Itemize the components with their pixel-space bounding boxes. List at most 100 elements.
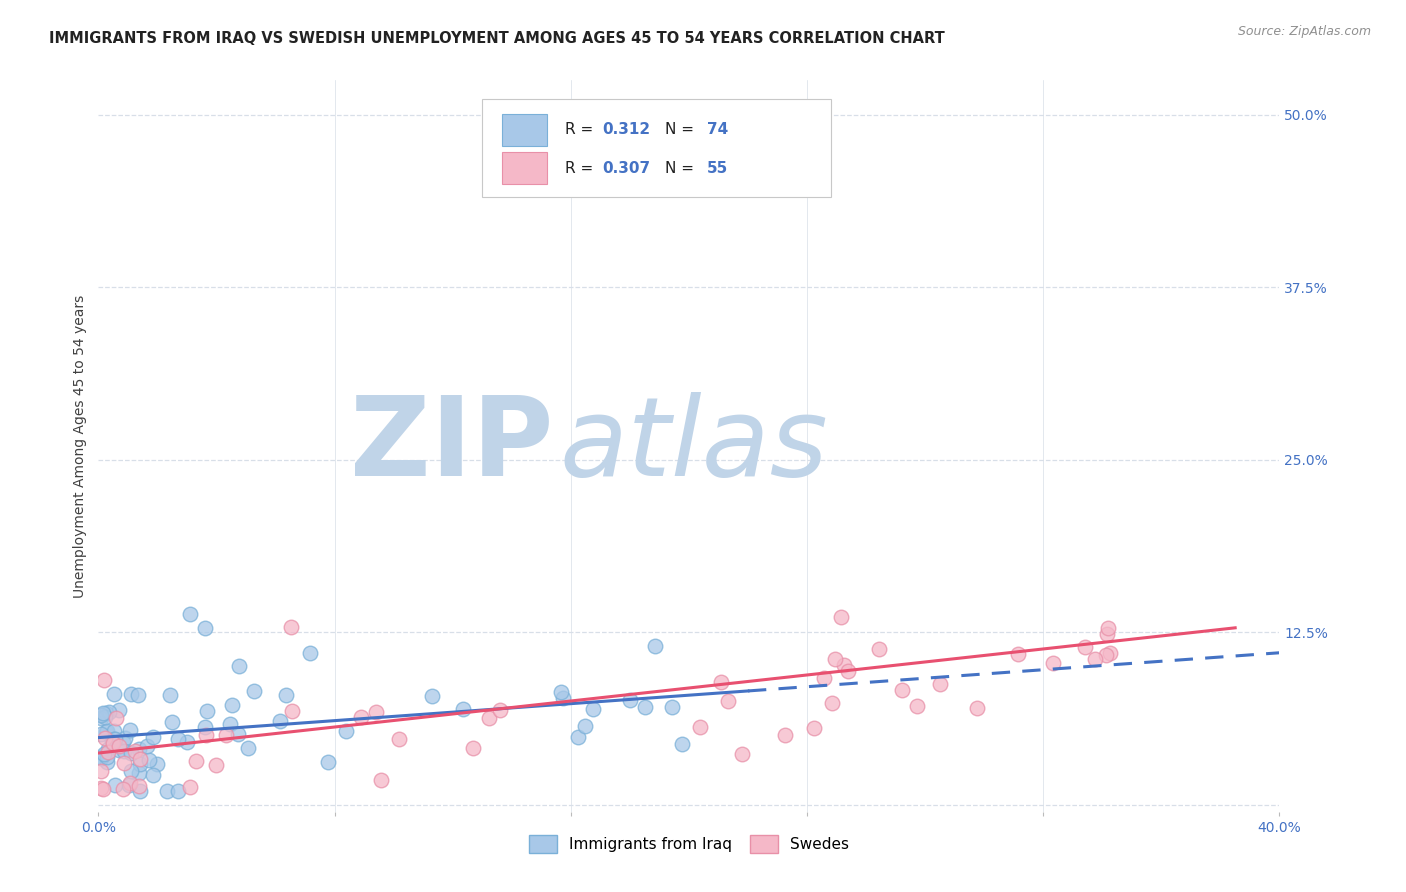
Point	[93, 747, 115, 762]
Point	[142, 768, 165, 782]
Point	[214, 728, 236, 742]
Point	[96, 724, 118, 739]
Point	[142, 730, 165, 744]
Point	[94, 731, 117, 745]
Point	[364, 705, 387, 719]
Text: 74: 74	[707, 122, 728, 137]
Point	[1095, 648, 1118, 662]
Point	[1007, 648, 1029, 662]
Point	[127, 688, 149, 702]
Point	[388, 732, 411, 747]
Point	[176, 735, 198, 749]
Point	[731, 747, 754, 761]
Point	[179, 780, 201, 794]
Point	[145, 757, 167, 772]
Point	[114, 731, 136, 745]
Text: IMMIGRANTS FROM IRAQ VS SWEDISH UNEMPLOYMENT AMONG AGES 45 TO 54 YEARS CORRELATI: IMMIGRANTS FROM IRAQ VS SWEDISH UNEMPLOY…	[49, 31, 945, 46]
Point	[155, 784, 177, 798]
Point	[335, 724, 357, 739]
Point	[129, 784, 152, 798]
Point	[830, 609, 852, 624]
Point	[166, 732, 188, 747]
Point	[350, 709, 373, 723]
Point	[96, 750, 118, 764]
Point	[94, 710, 117, 724]
Point	[90, 711, 112, 725]
Point	[120, 764, 142, 778]
Point	[316, 755, 339, 769]
Point	[90, 751, 112, 765]
Point	[128, 780, 150, 794]
Point	[966, 701, 988, 715]
Point	[194, 720, 217, 734]
Point	[1042, 656, 1064, 670]
Legend: Immigrants from Iraq, Swedes: Immigrants from Iraq, Swedes	[523, 829, 855, 859]
Point	[550, 685, 572, 699]
Point	[194, 621, 217, 635]
Point	[108, 703, 131, 717]
FancyBboxPatch shape	[502, 113, 547, 145]
Point	[582, 702, 605, 716]
Text: R =: R =	[565, 161, 598, 176]
Point	[96, 745, 118, 759]
Point	[710, 675, 733, 690]
Point	[120, 776, 142, 790]
Point	[644, 640, 666, 654]
Point	[118, 778, 141, 792]
Point	[94, 725, 117, 739]
Point	[104, 710, 127, 724]
Point	[166, 784, 188, 798]
Point	[370, 773, 392, 788]
Point	[103, 736, 125, 750]
Point	[813, 671, 835, 685]
Point	[90, 764, 112, 778]
Point	[453, 702, 475, 716]
Point	[890, 683, 912, 698]
Point	[837, 664, 859, 678]
Point	[824, 651, 846, 665]
Point	[689, 720, 711, 734]
Point	[129, 752, 152, 766]
Point	[567, 730, 589, 744]
Point	[107, 743, 129, 757]
Point	[634, 699, 657, 714]
Point	[124, 744, 146, 758]
Point	[103, 723, 125, 738]
Point	[269, 714, 291, 728]
Point	[138, 754, 160, 768]
Point	[489, 703, 512, 717]
Point	[281, 704, 304, 718]
Point	[274, 688, 297, 702]
Point	[463, 741, 485, 756]
Point	[120, 746, 142, 760]
Point	[773, 728, 796, 742]
Point	[803, 721, 825, 735]
Point	[1097, 621, 1119, 635]
Point	[107, 739, 129, 753]
Point	[98, 705, 121, 719]
Point	[94, 706, 117, 720]
Point	[128, 742, 150, 756]
Point	[832, 658, 855, 673]
Point	[242, 683, 264, 698]
Point	[280, 619, 302, 633]
Text: 0.307: 0.307	[603, 161, 651, 176]
Point	[905, 699, 928, 714]
Point	[90, 780, 112, 795]
Point	[422, 690, 444, 704]
Point	[186, 755, 208, 769]
Point	[179, 607, 201, 622]
Text: N =: N =	[665, 122, 699, 137]
Point	[112, 782, 135, 797]
Point	[128, 766, 150, 780]
Point	[120, 687, 142, 701]
Point	[128, 757, 150, 772]
Text: 0.312: 0.312	[603, 122, 651, 137]
Point	[103, 731, 125, 746]
Point	[299, 646, 322, 660]
Point	[97, 741, 120, 756]
Point	[103, 687, 125, 701]
Point	[1084, 652, 1107, 666]
Text: N =: N =	[665, 161, 699, 176]
Point	[205, 757, 228, 772]
